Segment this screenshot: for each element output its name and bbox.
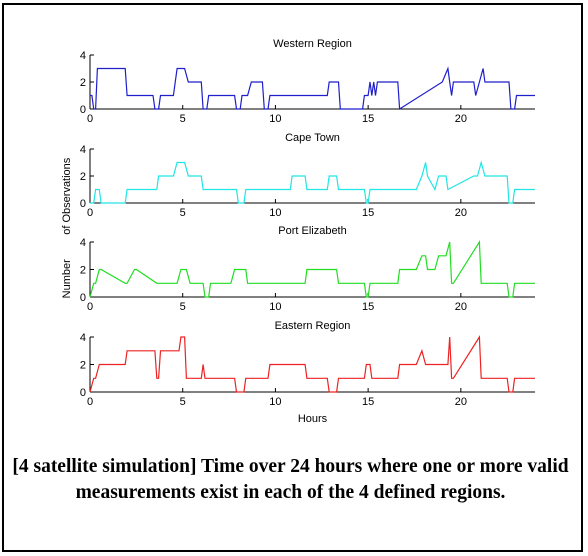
x-tick-label: 0: [87, 396, 93, 408]
y-tick-label: 0: [80, 292, 86, 304]
x-tick-label: 20: [455, 396, 467, 408]
y-tick-label: 2: [80, 265, 86, 277]
x-tick-label: 10: [269, 207, 281, 219]
x-tick-label: 20: [455, 207, 467, 219]
y-tick-label: 0: [80, 198, 86, 210]
series-line: [89, 335, 535, 393]
x-tick-label: 15: [362, 396, 374, 408]
x-tick-label: 10: [269, 301, 281, 313]
y-tick-label: 2: [80, 171, 86, 183]
series-line: [89, 240, 535, 298]
x-tick-label: 20: [455, 113, 467, 125]
y-tick-label: 0: [80, 104, 86, 116]
y-tick-label: 4: [80, 237, 86, 249]
x-tick-label: 15: [362, 301, 374, 313]
y-tick-label: 4: [80, 144, 86, 156]
x-tick-label: 15: [362, 113, 374, 125]
x-tick-label: 0: [87, 301, 93, 313]
x-tick-label: 10: [269, 396, 281, 408]
x-tick-label: 10: [269, 113, 281, 125]
x-tick-label: 0: [87, 113, 93, 125]
x-tick-label: 5: [180, 301, 186, 313]
panel-title: Western Region: [273, 38, 352, 50]
x-tick-label: 5: [180, 207, 186, 219]
x-tick-label: 5: [180, 113, 186, 125]
x-tick-label: 20: [455, 301, 467, 313]
figure-frame: [2, 3, 583, 552]
y-tick-label: 4: [80, 50, 86, 62]
y-tick-label: 2: [80, 360, 86, 372]
x-tick-label: 5: [180, 396, 186, 408]
y-tick-label: 0: [80, 387, 86, 399]
y-tick-label: 4: [80, 332, 86, 344]
panel-title: Eastern Region: [275, 320, 351, 332]
series-line: [90, 66, 535, 111]
y-axis-label: Number of Observations: [61, 157, 73, 298]
x-tick-label: 0: [87, 207, 93, 219]
x-axis-label: Hours: [298, 413, 328, 425]
series-line: [90, 160, 535, 204]
figure-caption: [4 satellite simulation] Time over 24 ho…: [12, 456, 569, 503]
x-tick-label: 15: [362, 207, 374, 219]
y-tick-label: 2: [80, 77, 86, 89]
panel-title: Port Elizabeth: [278, 225, 346, 237]
panel-title: Cape Town: [285, 132, 340, 144]
